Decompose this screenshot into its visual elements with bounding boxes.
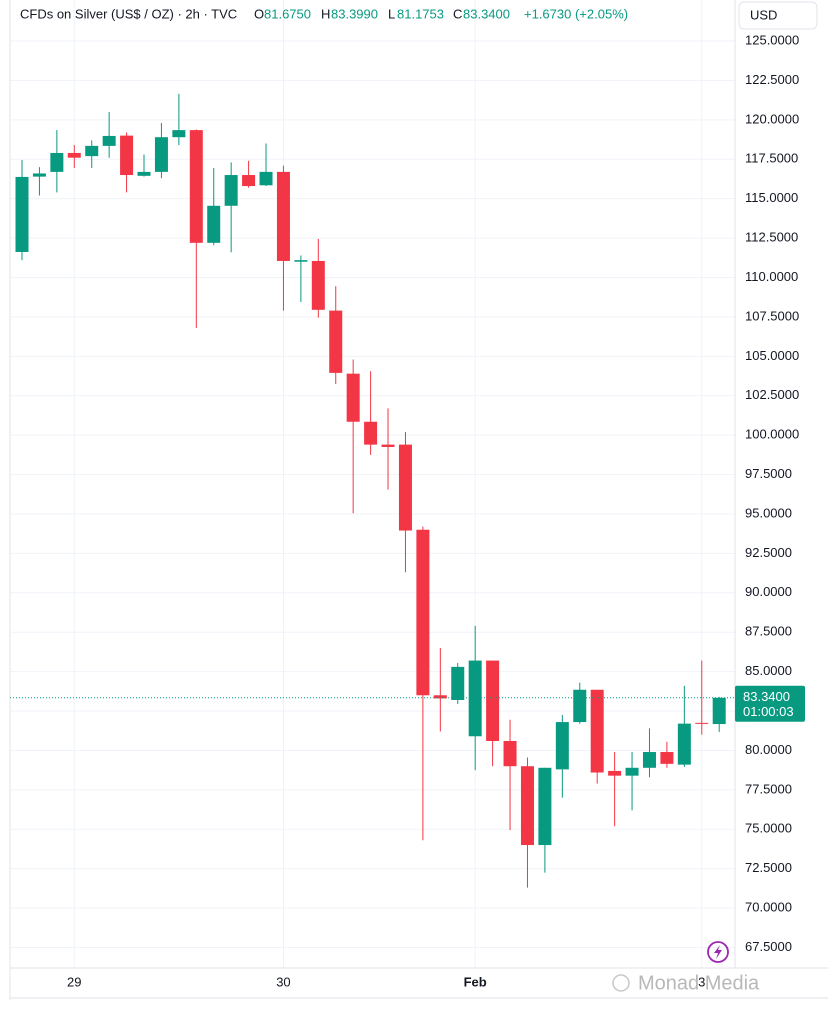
y-tick-label: 67.5000	[745, 939, 792, 954]
candle-body	[695, 722, 709, 724]
y-tick-label: 117.5000	[745, 151, 798, 166]
currency-label[interactable]: USD	[750, 7, 777, 22]
candle-body	[677, 723, 691, 765]
y-tick-label: 125.0000	[745, 32, 799, 47]
candle-body	[189, 130, 203, 243]
candle-body	[120, 135, 134, 176]
y-tick-label: 122.5000	[745, 72, 799, 87]
alert-icon-bolt	[714, 945, 722, 959]
candle-body	[346, 373, 360, 422]
candle-body	[416, 529, 430, 696]
candle-body	[573, 689, 587, 723]
candle-body	[503, 740, 517, 767]
candle-body	[329, 310, 343, 373]
grid	[10, 0, 735, 968]
candle-body	[207, 205, 221, 243]
change-value: +1.6730 (+2.05%)	[524, 6, 628, 21]
y-tick-label: 120.0000	[745, 111, 799, 126]
y-tick-label: 80.0000	[745, 742, 792, 757]
header: CFDs on Silver (US$ / OZ) · 2h · TVC O 8…	[20, 6, 628, 21]
open-value: 81.6750	[264, 6, 311, 21]
y-tick-label: 90.0000	[745, 584, 792, 599]
y-tick-label: 85.0000	[745, 663, 792, 678]
y-tick-label: 70.0000	[745, 900, 792, 915]
candle-body	[85, 145, 99, 157]
candle-body	[486, 660, 500, 741]
candle-body	[451, 666, 465, 700]
close-value: 83.3400	[463, 6, 510, 21]
x-tick-label: 3	[698, 974, 705, 989]
low-value: 81.1753	[397, 6, 444, 21]
candle-body	[381, 444, 395, 447]
y-tick-label: 112.5000	[745, 230, 798, 245]
low-label: L	[388, 6, 395, 21]
high-value: 83.3990	[331, 6, 378, 21]
last-price-label: 83.3400	[743, 689, 790, 704]
candle-body	[137, 171, 151, 176]
y-tick-label: 100.0000	[745, 427, 799, 442]
y-tick-label: 105.0000	[745, 348, 799, 363]
candle-body	[625, 767, 639, 776]
candle-body	[67, 152, 81, 158]
candle-body	[294, 260, 308, 262]
candle-body	[172, 130, 186, 138]
y-tick-label: 97.5000	[745, 466, 792, 481]
candle-body	[590, 689, 604, 773]
candle-body	[364, 421, 378, 445]
y-tick-label: 92.5000	[745, 545, 792, 560]
alert-icon[interactable]	[707, 941, 729, 963]
candle-body	[276, 171, 290, 261]
candle-body	[538, 767, 552, 846]
candle-body	[642, 752, 656, 768]
y-tick-label: 115.0000	[745, 190, 798, 205]
candle-body	[608, 770, 622, 776]
watermark: Monad Media	[638, 972, 760, 994]
y-tick-label: 87.5000	[745, 624, 792, 639]
y-tick-label: 110.0000	[745, 269, 798, 284]
countdown-label: 01:00:03	[743, 704, 794, 719]
y-tick-label: 102.5000	[745, 387, 799, 402]
candle-body	[154, 137, 168, 172]
x-tick-label: Feb	[464, 974, 487, 989]
last-price-badge	[735, 685, 805, 722]
candle-body	[50, 152, 64, 172]
x-tick-label: 29	[67, 974, 81, 989]
y-tick-label: 75.0000	[745, 821, 792, 836]
candle-body	[32, 173, 46, 177]
candle-body	[660, 752, 674, 764]
y-tick-label: 107.5000	[745, 308, 799, 323]
y-tick-label: 77.5000	[745, 781, 792, 796]
candle-body	[311, 260, 325, 310]
candle-body	[712, 697, 726, 725]
watermark-logo	[612, 974, 630, 992]
high-label: H	[321, 6, 330, 21]
candle-body	[224, 175, 238, 206]
candle-body	[398, 444, 412, 531]
close-label: C	[453, 6, 462, 21]
candle-body	[433, 695, 447, 699]
candle-body	[15, 176, 29, 252]
header-title: CFDs on Silver (US$ / OZ) · 2h · TVC	[20, 6, 237, 21]
y-tick-label: 95.0000	[745, 505, 792, 520]
candle-body	[102, 135, 116, 146]
x-tick-label: 30	[276, 974, 290, 989]
open-label: O	[254, 6, 264, 21]
candle-body	[259, 171, 273, 186]
candles	[15, 93, 726, 888]
candle-body	[520, 766, 534, 846]
y-tick-label: 72.5000	[745, 860, 792, 875]
candle-body	[555, 722, 569, 770]
candle-body	[468, 660, 482, 737]
candle-body	[242, 175, 256, 187]
currency-button[interactable]	[738, 1, 818, 30]
